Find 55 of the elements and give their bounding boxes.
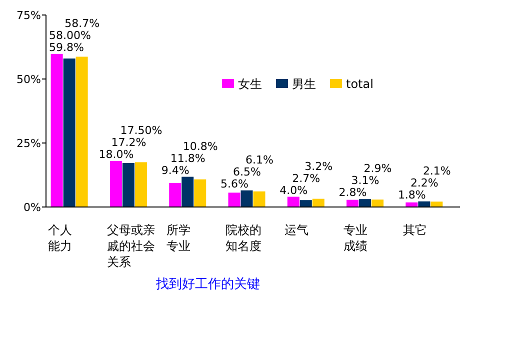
bar	[50, 54, 63, 207]
y-tick-label: 75%	[16, 9, 41, 22]
bar	[110, 160, 122, 207]
bar	[346, 200, 359, 207]
y-tick-label: 50%	[16, 73, 41, 86]
data-label: 58.7%	[64, 16, 100, 30]
bar	[300, 200, 312, 207]
bar	[430, 202, 443, 207]
data-label: 2.8%	[338, 186, 367, 200]
legend-label: 女生	[238, 77, 262, 91]
bar	[76, 56, 88, 207]
legend-label: total	[346, 77, 374, 91]
x-tick-label: 个人能力	[48, 223, 72, 253]
data-label: 11.8%	[170, 152, 206, 165]
data-label: 5.6%	[220, 177, 248, 190]
bar	[312, 198, 324, 207]
bar	[240, 190, 253, 207]
x-tick-label: 院校的知名度	[225, 223, 262, 253]
y-tick-label: 0%	[24, 201, 41, 214]
data-label: 2.7%	[292, 172, 320, 185]
data-label: 4.0%	[280, 184, 308, 197]
data-label: 59.8%	[49, 40, 84, 54]
bar	[287, 196, 300, 207]
y-tick-label: 25%	[16, 137, 41, 150]
data-label: 18.0%	[98, 148, 134, 161]
x-tick-label: 运气	[284, 223, 309, 237]
x-axis-title: 找到好工作的关键	[155, 277, 260, 292]
bar	[122, 162, 134, 207]
legend-label: 男生	[292, 77, 316, 91]
data-label: 2.9%	[364, 162, 392, 176]
bar	[182, 176, 194, 207]
bar	[194, 179, 206, 207]
x-tick-label: 其它	[402, 223, 427, 237]
data-label: 58.00%	[49, 28, 91, 42]
x-tick-label: 专业成绩	[344, 223, 368, 253]
bar	[253, 191, 266, 207]
data-label: 3.1%	[351, 174, 380, 188]
data-label: 17.2%	[111, 136, 146, 149]
bar	[228, 192, 240, 207]
data-label: 3.2%	[304, 160, 333, 173]
x-tick-label: 所学专业	[166, 223, 190, 253]
bar	[169, 182, 182, 207]
data-label: 17.50%	[120, 124, 162, 137]
bar	[372, 200, 384, 207]
data-label: 1.8%	[398, 188, 426, 202]
bar	[134, 162, 147, 207]
bar	[63, 58, 76, 207]
data-label: 10.8%	[182, 140, 218, 153]
data-label: 6.5%	[233, 165, 261, 178]
data-label: 9.4%	[161, 164, 190, 177]
x-tick-label: 父母或亲戚的社会关系	[107, 223, 156, 269]
data-label: 6.1%	[246, 153, 274, 166]
bar	[359, 199, 372, 207]
data-label: 2.1%	[422, 164, 451, 178]
data-label: 2.2%	[410, 176, 438, 190]
